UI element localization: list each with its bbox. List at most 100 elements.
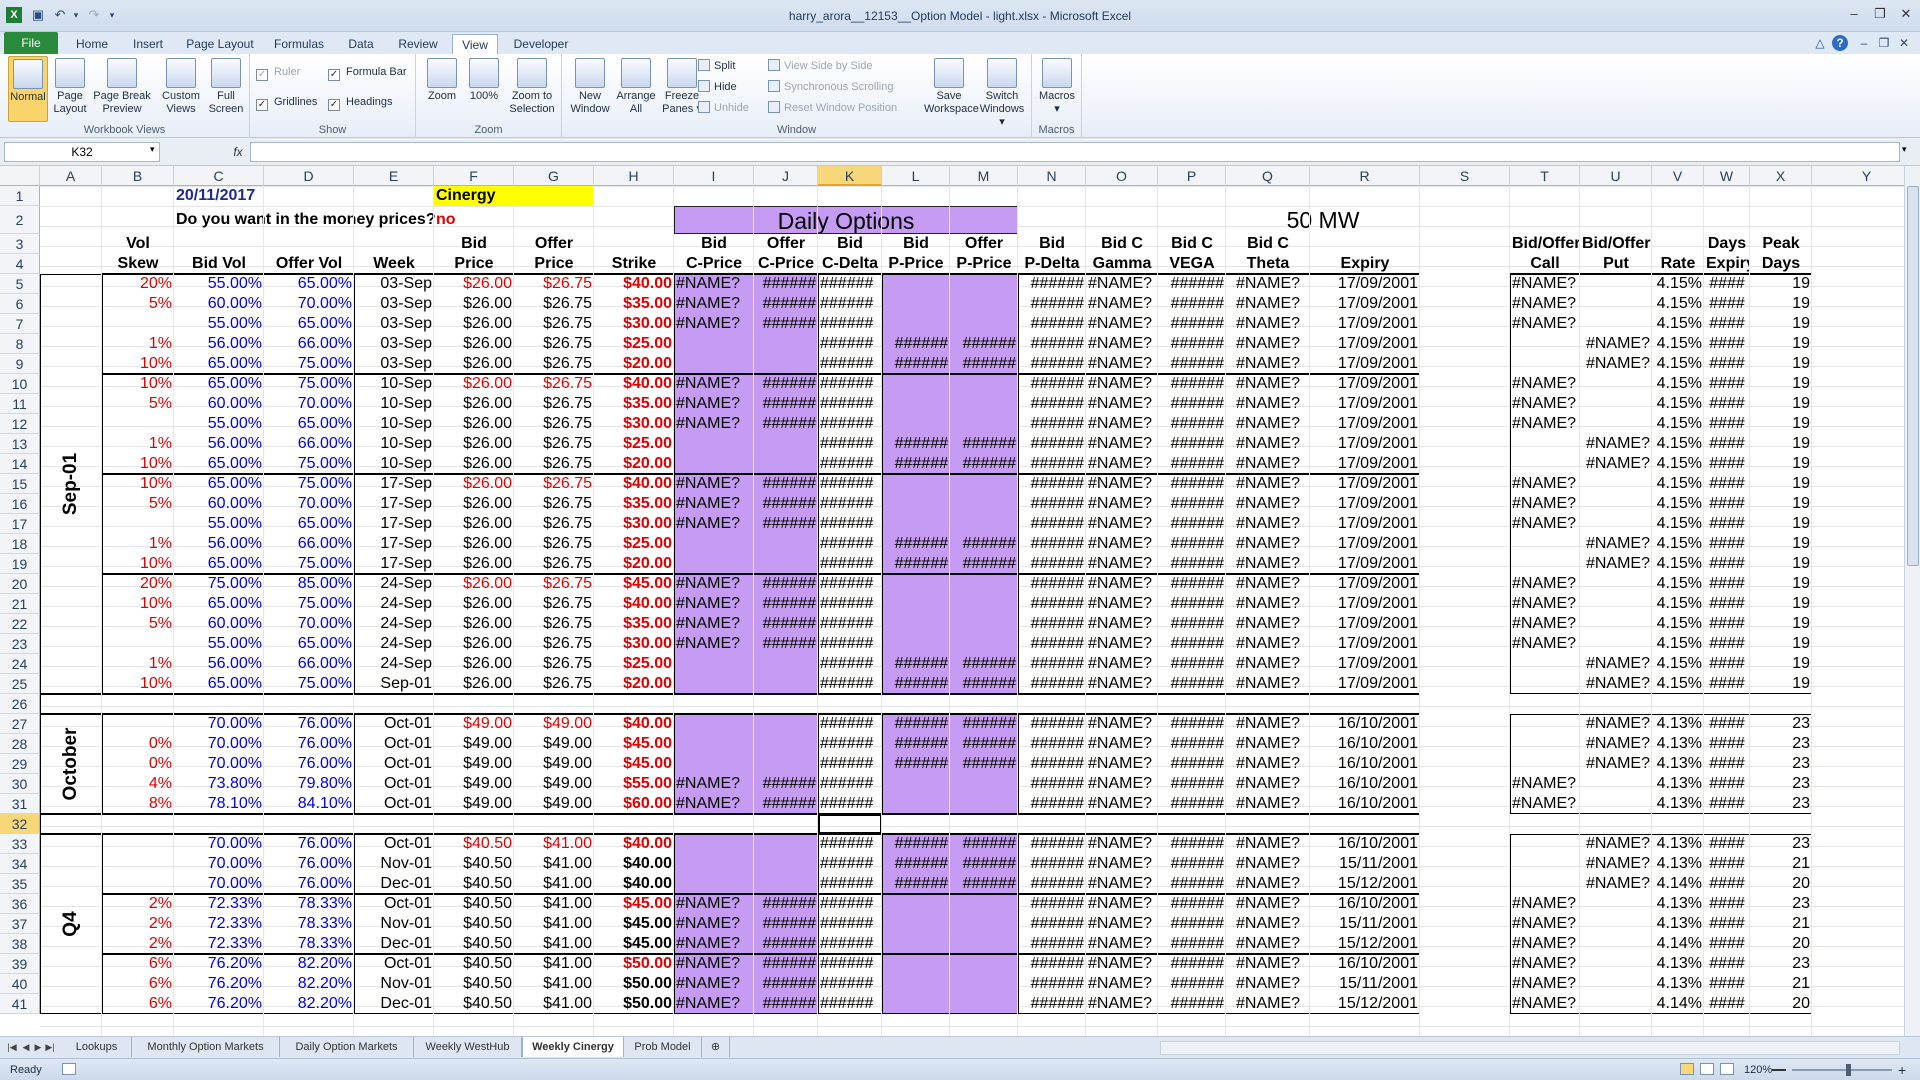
p-delta-cell[interactable]: ###### xyxy=(1030,555,1084,572)
full-screen-button[interactable]: Full Screen xyxy=(206,56,246,122)
week-cell[interactable]: 24-Sep xyxy=(380,635,432,652)
vega-cell[interactable]: ###### xyxy=(1170,875,1224,892)
days-expiry-cell[interactable]: #### xyxy=(1709,775,1745,792)
header-row3-m[interactable]: Offer xyxy=(964,235,1004,252)
column-header-o[interactable]: O xyxy=(1086,166,1158,186)
row-header-13[interactable]: 13 xyxy=(0,434,40,454)
bid-vol-cell[interactable]: 60.00% xyxy=(207,295,262,312)
rate-cell[interactable]: 4.15% xyxy=(1656,295,1702,312)
strike-cell[interactable]: $45.00 xyxy=(623,915,672,932)
p-price-bid-cell[interactable]: ###### xyxy=(894,535,948,552)
bid-vol-cell[interactable]: 78.10% xyxy=(207,795,262,812)
peak-days-cell[interactable]: 19 xyxy=(1792,655,1810,672)
strike-cell[interactable]: $20.00 xyxy=(623,555,672,572)
strike-cell[interactable]: $35.00 xyxy=(623,615,672,632)
peak-days-cell[interactable]: 21 xyxy=(1792,915,1810,932)
p-price-bid-cell[interactable]: ###### xyxy=(894,855,948,872)
bid-vol-cell[interactable]: 70.00% xyxy=(207,735,262,752)
bid-offer-put-cell[interactable]: #NAME? xyxy=(1585,755,1650,772)
skew-cell[interactable] xyxy=(102,314,174,334)
bid-vol-cell[interactable]: 65.00% xyxy=(207,595,262,612)
row-header-14[interactable]: 14 xyxy=(0,454,40,474)
offer-vol-cell[interactable]: 66.00% xyxy=(297,535,352,552)
peak-days-cell[interactable]: 19 xyxy=(1792,535,1810,552)
skew-cell[interactable]: 2% xyxy=(148,915,172,932)
peak-days-cell[interactable]: 19 xyxy=(1792,455,1810,472)
zoom-100-button[interactable]: 100% xyxy=(464,56,504,122)
row-header-29[interactable]: 29 xyxy=(0,754,40,774)
c-price-offer-cell[interactable]: ###### xyxy=(762,395,816,412)
strike-cell[interactable]: $45.00 xyxy=(623,895,672,912)
offer-price-cell[interactable]: $26.75 xyxy=(543,355,592,372)
offer-price-cell[interactable]: $26.75 xyxy=(543,435,592,452)
p-delta-cell[interactable]: ###### xyxy=(1030,515,1084,532)
p-delta-cell[interactable]: ###### xyxy=(1030,835,1084,852)
week-cell[interactable]: 17-Sep xyxy=(380,475,432,492)
bid-offer-call-cell[interactable]: #NAME? xyxy=(1512,795,1577,812)
close-icon[interactable]: ✕ xyxy=(1900,6,1912,21)
offer-price-cell[interactable]: $26.75 xyxy=(543,315,592,332)
page-layout-status-icon[interactable] xyxy=(1700,1063,1714,1075)
days-expiry-cell[interactable]: #### xyxy=(1709,275,1745,292)
week-cell[interactable]: 03-Sep xyxy=(380,335,432,352)
c-delta-cell[interactable]: ###### xyxy=(820,435,874,452)
row-header-16[interactable]: 16 xyxy=(0,494,40,514)
offer-price-cell[interactable]: $26.75 xyxy=(543,575,592,592)
days-expiry-cell[interactable]: #### xyxy=(1709,515,1745,532)
vega-cell[interactable]: ###### xyxy=(1170,555,1224,572)
offer-price-cell[interactable]: $41.00 xyxy=(543,935,592,952)
strike-cell[interactable]: $35.00 xyxy=(623,495,672,512)
p-delta-cell[interactable]: ###### xyxy=(1030,975,1084,992)
expiry-cell[interactable]: 17/09/2001 xyxy=(1337,355,1418,372)
bid-price-cell[interactable]: $49.00 xyxy=(463,715,512,732)
c-delta-cell[interactable]: ###### xyxy=(820,775,874,792)
bid-offer-call-cell[interactable]: #NAME? xyxy=(1512,375,1577,392)
c-price-offer-cell[interactable]: ###### xyxy=(762,275,816,292)
peak-days-cell[interactable]: 21 xyxy=(1792,975,1810,992)
rate-cell[interactable]: 4.15% xyxy=(1656,675,1702,692)
strike-cell[interactable]: $40.00 xyxy=(623,875,672,892)
column-header-i[interactable]: I xyxy=(674,166,754,186)
p-price-offer-cell[interactable]: ###### xyxy=(962,355,1016,372)
row-header-33[interactable]: 33 xyxy=(0,834,40,854)
days-expiry-cell[interactable]: #### xyxy=(1709,395,1745,412)
bid-price-cell[interactable]: $40.50 xyxy=(463,995,512,1012)
skew-cell[interactable]: 1% xyxy=(148,435,172,452)
vega-cell[interactable]: ###### xyxy=(1170,535,1224,552)
skew-cell[interactable]: 2% xyxy=(148,935,172,952)
column-header-s[interactable]: S xyxy=(1420,166,1510,186)
strike-cell[interactable]: $30.00 xyxy=(623,315,672,332)
rate-cell[interactable]: 4.15% xyxy=(1656,475,1702,492)
bid-price-cell[interactable]: $26.00 xyxy=(463,495,512,512)
c-delta-cell[interactable]: ###### xyxy=(820,595,874,612)
strike-cell[interactable]: $20.00 xyxy=(623,455,672,472)
theta-cell[interactable]: #NAME? xyxy=(1235,635,1301,652)
vega-cell[interactable]: ###### xyxy=(1170,595,1224,612)
week-cell[interactable]: 03-Sep xyxy=(380,295,432,312)
horizontal-scrollbar[interactable] xyxy=(1160,1041,1900,1055)
c-price-bid-cell[interactable]: #NAME? xyxy=(676,275,741,292)
c-price-offer-cell[interactable]: ###### xyxy=(762,415,816,432)
offer-vol-cell[interactable]: 75.00% xyxy=(297,375,352,392)
p-delta-cell[interactable]: ###### xyxy=(1030,755,1084,772)
tab-formulas[interactable]: Formulas xyxy=(273,37,324,51)
vega-cell[interactable]: ###### xyxy=(1170,395,1224,412)
bid-offer-put-cell[interactable]: #NAME? xyxy=(1585,455,1650,472)
offer-price-cell[interactable]: $26.75 xyxy=(543,675,592,692)
gamma-cell[interactable]: #NAME? xyxy=(1088,915,1153,932)
bid-offer-call-cell[interactable]: #NAME? xyxy=(1512,635,1577,652)
header-row4-n[interactable]: P-Delta xyxy=(1024,255,1080,272)
offer-price-cell[interactable]: $49.00 xyxy=(543,755,592,772)
week-cell[interactable]: 17-Sep xyxy=(380,555,432,572)
page-break-preview-button[interactable]: Page Break Preview xyxy=(92,56,152,122)
rate-cell[interactable]: 4.15% xyxy=(1656,555,1702,572)
c-price-bid-cell[interactable]: #NAME? xyxy=(676,575,741,592)
gamma-cell[interactable]: #NAME? xyxy=(1088,975,1153,992)
rate-cell[interactable]: 4.13% xyxy=(1656,895,1702,912)
rate-cell[interactable]: 4.13% xyxy=(1656,915,1702,932)
offer-vol-cell[interactable]: 78.33% xyxy=(297,915,352,932)
c-price-offer-cell[interactable]: ###### xyxy=(762,375,816,392)
sheet-tab-weekly-westhub[interactable]: Weekly WestHub xyxy=(414,1037,522,1057)
formula-input[interactable] xyxy=(250,142,1900,162)
days-expiry-cell[interactable]: #### xyxy=(1709,795,1745,812)
